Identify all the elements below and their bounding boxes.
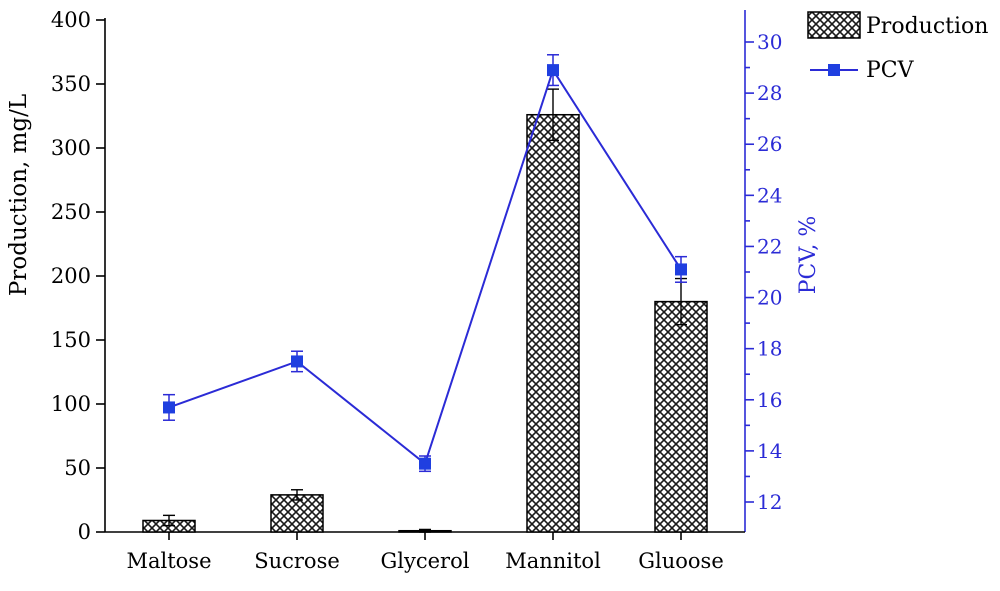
x-tick-label: Sucrose — [254, 549, 340, 573]
right-tick-label: 28 — [757, 81, 782, 105]
x-tick-label: Maltose — [126, 549, 211, 573]
left-tick-label: 0 — [78, 520, 91, 544]
production-error-bar — [547, 88, 559, 142]
left-tick-label: 50 — [64, 456, 91, 480]
production-error-bar — [163, 514, 175, 527]
x-axis: Maltose Sucrose Glycerol Mannitol Gluoose — [105, 531, 745, 573]
x-tick-label: Gluoose — [638, 549, 724, 573]
right-tick-label: 30 — [757, 30, 782, 54]
legend-label-pcv: PCV — [866, 58, 915, 83]
pcv-marker — [419, 457, 431, 470]
pcv-marker — [291, 355, 303, 368]
x-tick-label: Glycerol — [381, 549, 470, 573]
production-error-bar — [291, 489, 303, 501]
left-tick-label: 400 — [51, 8, 91, 32]
left-tick-label: 200 — [51, 264, 91, 288]
y2-axis-title: PCV, % — [796, 216, 821, 295]
pcv-line-series — [163, 54, 687, 473]
x-tick-label: Mannitol — [505, 549, 601, 573]
left-tick-label: 350 — [51, 72, 91, 96]
pcv-line — [168, 67, 682, 466]
right-tick-label: 20 — [757, 286, 782, 310]
pcv-marker — [163, 401, 175, 414]
left-tick-label: 100 — [51, 392, 91, 416]
production-bars — [142, 88, 708, 533]
right-tick-label: 16 — [757, 388, 782, 412]
right-tick-label: 14 — [757, 439, 782, 463]
production-bar — [654, 300, 708, 533]
left-y-axis: 0 50 100 150 200 250 300 350 400 — [51, 8, 106, 544]
right-tick-label: 18 — [757, 337, 782, 361]
pcv-marker — [675, 263, 687, 276]
right-tick-label: 26 — [757, 132, 782, 156]
legend-swatch-production — [807, 11, 861, 39]
legend: Production PCV — [807, 11, 988, 83]
right-tick-label: 24 — [757, 183, 782, 207]
legend-marker-pcv — [828, 64, 840, 76]
legend-label-production: Production — [866, 14, 988, 39]
y-axis-title: Production, mg/L — [6, 94, 32, 296]
right-tick-label: 12 — [757, 490, 782, 514]
right-tick-label: 22 — [757, 234, 782, 258]
left-tick-label: 150 — [51, 328, 91, 352]
production-error-bar — [419, 528, 431, 533]
right-y-axis: 12 14 16 18 20 22 24 26 28 30 — [744, 10, 782, 532]
left-tick-label: 250 — [51, 200, 91, 224]
pcv-marker — [547, 64, 559, 77]
production-bar — [526, 113, 580, 533]
left-tick-label: 300 — [51, 136, 91, 160]
